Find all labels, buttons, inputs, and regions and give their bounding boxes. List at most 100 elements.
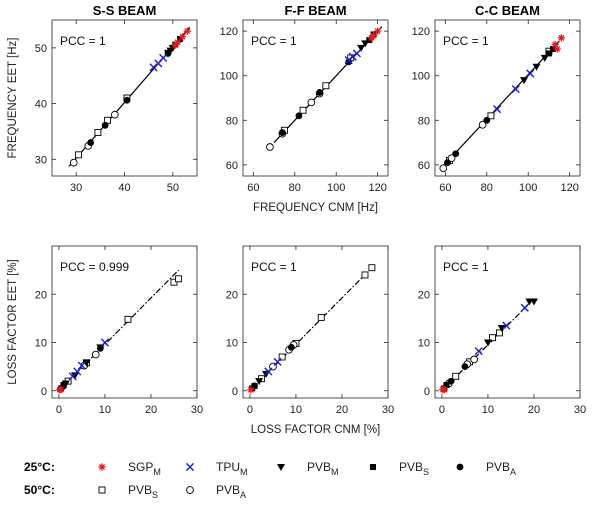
x-tick-label: 0	[247, 404, 253, 416]
y-tick-label: 80	[226, 115, 238, 127]
data-point-pvb-s-50	[489, 334, 496, 342]
pcc-annotation: PCC = 1	[443, 260, 489, 274]
data-point-sgp-m	[57, 385, 65, 393]
pcc-annotation: PCC = 0.999	[60, 260, 129, 274]
data-point-tpu-m-stroke	[502, 321, 511, 330]
data-point-pvb-m	[483, 339, 492, 347]
x-tick-label: 20	[145, 404, 157, 416]
data-point-pvb-m	[164, 49, 172, 57]
column-title: F-F BEAM	[284, 3, 346, 18]
plot-frame	[434, 245, 581, 399]
x-tick-label: 50	[167, 182, 179, 194]
data-point-pvb-s-50	[299, 106, 307, 114]
legend-item: TPUM	[185, 460, 248, 477]
legend-label-base: PVB	[399, 460, 423, 474]
data-point-sgp-m-stroke	[552, 41, 559, 48]
legend-label-base: PVB	[307, 460, 331, 474]
data-point-tpu-m-stroke	[73, 367, 82, 376]
data-point-sgp-m-stroke	[57, 386, 64, 393]
data-point-tpu-m	[159, 53, 168, 62]
plot-frame	[242, 245, 389, 399]
y-tick-label: 0	[424, 386, 430, 398]
legend-label-base: SGP	[128, 460, 153, 474]
data-point-tpu-m	[520, 303, 529, 312]
legend-label-subscript: A	[240, 490, 246, 500]
legend-item: PVBA	[186, 483, 246, 500]
data-point-pvb-m	[529, 298, 538, 306]
data-point-sgp-m	[178, 33, 187, 41]
data-point-tpu-m	[493, 105, 502, 114]
y-tick-label: 10	[226, 338, 238, 350]
data-point-tpu-m-stroke	[77, 361, 87, 370]
x-tick-label: 100	[327, 182, 345, 194]
x-tick-label: 60	[439, 182, 451, 194]
y-tick-label: 120	[220, 26, 238, 38]
x-tick-label: 30	[574, 404, 586, 416]
legend-label: PVBM	[307, 460, 339, 477]
legend-label-subscript: M	[153, 467, 161, 477]
data-point-pvb-s-50	[75, 151, 83, 159]
data-point-pvb-a-50	[266, 143, 274, 151]
x-tick-label: 10	[290, 404, 302, 416]
x-tick-label: 80	[289, 182, 301, 194]
data-point-pvb-a-50	[110, 110, 119, 119]
data-point-sgp-m	[183, 27, 191, 35]
x-tick-label: 80	[481, 182, 493, 194]
x-axis-label: LOSS FACTOR CNM [%]	[251, 424, 381, 436]
legend-label: PVBA	[216, 483, 246, 500]
data-point-pvb-m	[82, 359, 91, 367]
data-point-pvb-m	[361, 40, 370, 48]
data-point-pvb-a	[444, 159, 451, 167]
data-point-sgp-m-stroke	[179, 33, 186, 40]
data-point-tpu-m-stroke	[520, 303, 529, 312]
data-point-tpu-m	[73, 367, 82, 376]
data-point-sgp-m-stroke	[558, 34, 565, 41]
x-tick-label: 120	[560, 182, 578, 194]
panel: 60 80 100 120 60 80 100 120 PCC = 1	[412, 19, 581, 194]
y-tick-label: 50	[35, 43, 47, 55]
data-point-sgp-m	[440, 386, 448, 394]
legend-item: PVBS	[98, 483, 158, 500]
data-point-tpu-m-stroke	[526, 69, 535, 78]
data-point-pvb-m	[497, 325, 506, 333]
legend-marker-stroke	[98, 463, 106, 471]
legend-marker	[185, 462, 195, 472]
data-point-tpu-m	[264, 367, 273, 376]
legend-label-base: TPU	[216, 460, 240, 474]
legend-row-label: 25°C:	[24, 460, 55, 474]
x-tick-label: 30	[382, 404, 394, 416]
data-point-pvb-a	[278, 129, 286, 136]
data-point-tpu-m-stroke	[511, 84, 520, 94]
data-point-tpu-m	[511, 84, 520, 94]
legend-label-base: PVB	[128, 483, 152, 497]
data-point-pvb-a	[316, 89, 324, 96]
x-tick-label: 20	[528, 404, 540, 416]
data-point-sgp-m	[369, 32, 378, 40]
data-point-tpu-m	[526, 69, 535, 78]
legend-label-subscript: S	[423, 467, 429, 477]
data-point-pvb-a	[461, 363, 469, 371]
data-point-pvb-a-50	[447, 154, 456, 163]
legend-item: PVBS	[370, 460, 429, 477]
x-tick-label: 10	[482, 404, 494, 416]
x-tick-label: 0	[56, 404, 62, 416]
legend-label: PVBS	[399, 460, 429, 477]
y-axis-label: LOSS FACTOR EET [%]	[7, 259, 19, 384]
pcc-annotation: PCC = 1	[60, 34, 106, 48]
x-tick-label: 20	[336, 404, 348, 416]
data-point-tpu-m	[502, 321, 511, 330]
data-point-tpu-m	[352, 49, 362, 58]
y-tick-label: 10	[418, 338, 430, 350]
y-tick-label: 10	[35, 338, 47, 350]
y-axis-label: FREQUENCY EET [Hz]	[7, 38, 19, 159]
data-point-pvb-s-50	[278, 353, 286, 361]
data-point-pvb-s	[550, 45, 557, 52]
data-point-pvb-s-50	[317, 313, 325, 321]
data-point-pvb-m	[61, 380, 70, 388]
data-point-sgp-m-stroke	[184, 28, 191, 35]
legend-marker	[277, 464, 285, 471]
legend-label-subscript: M	[240, 467, 248, 477]
x-tick-label: 10	[99, 404, 111, 416]
data-point-pvb-m	[540, 54, 549, 62]
